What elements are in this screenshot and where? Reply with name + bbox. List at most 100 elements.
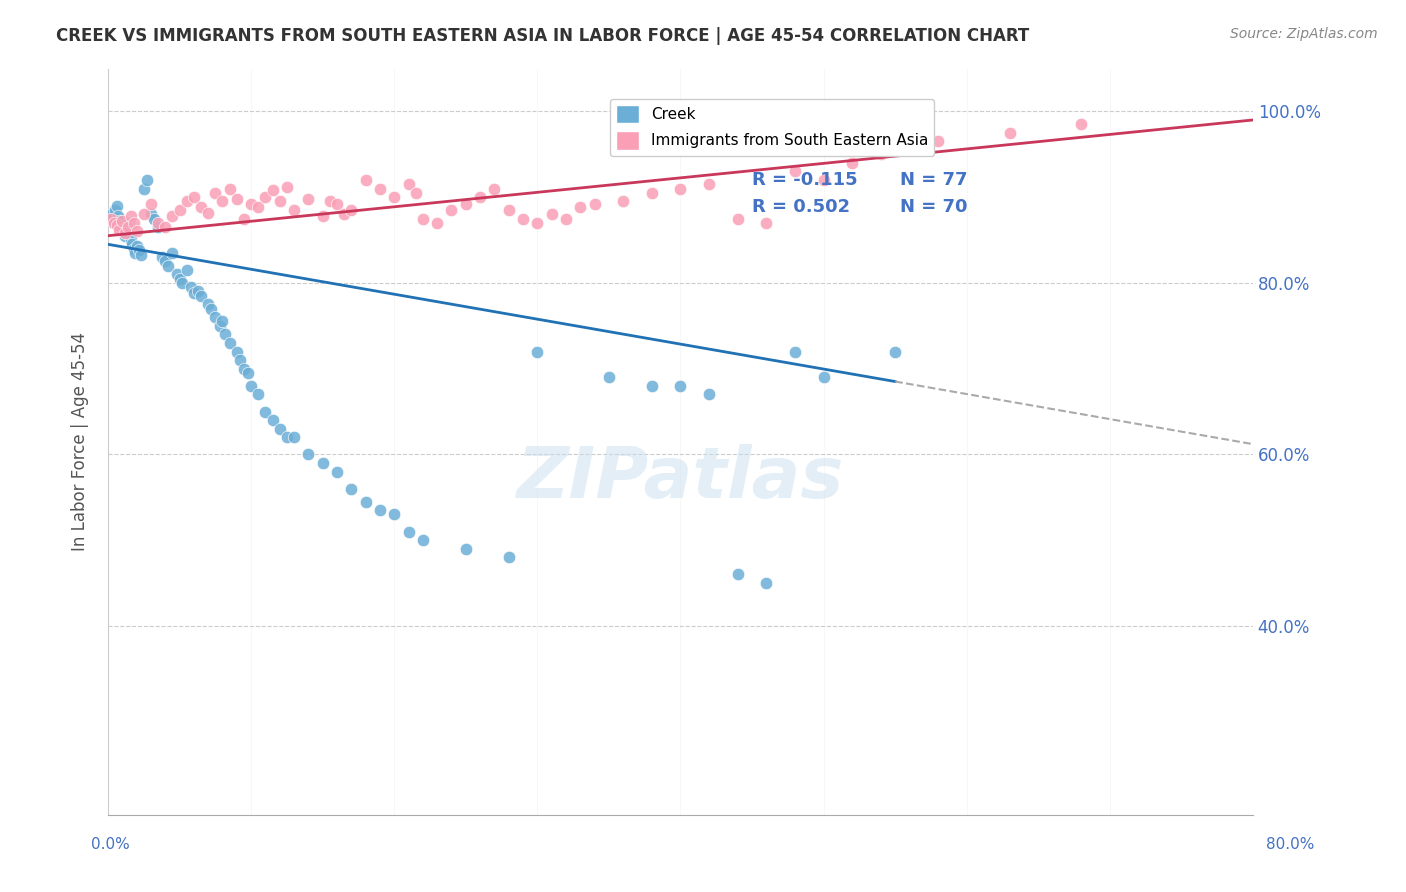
Point	[114, 228, 136, 243]
Point	[884, 344, 907, 359]
Point	[612, 194, 634, 209]
Point	[454, 541, 477, 556]
Point	[208, 318, 231, 333]
Point	[214, 327, 236, 342]
Point	[218, 181, 240, 195]
Point	[468, 190, 491, 204]
Point	[103, 216, 125, 230]
Point	[319, 194, 342, 209]
Point	[276, 430, 298, 444]
Point	[240, 197, 263, 211]
Point	[139, 207, 162, 221]
Point	[146, 220, 169, 235]
Text: R = 0.502: R = 0.502	[752, 198, 851, 216]
Point	[311, 456, 333, 470]
Point	[225, 344, 247, 359]
Point	[211, 194, 233, 209]
Point	[228, 353, 250, 368]
Point	[498, 550, 520, 565]
Point	[276, 179, 298, 194]
Point	[326, 465, 349, 479]
Point	[169, 202, 191, 217]
Point	[105, 218, 128, 232]
Point	[555, 211, 578, 226]
Point	[118, 216, 141, 230]
Point	[115, 223, 138, 237]
Point	[869, 147, 891, 161]
Point	[368, 503, 391, 517]
Point	[132, 181, 155, 195]
Point	[204, 310, 226, 325]
Text: CREEK VS IMMIGRANTS FROM SOUTH EASTERN ASIA IN LABOR FORCE | AGE 45-54 CORRELATI: CREEK VS IMMIGRANTS FROM SOUTH EASTERN A…	[56, 27, 1029, 45]
Legend: Creek, Immigrants from South Eastern Asia: Creek, Immigrants from South Eastern Asi…	[610, 98, 935, 156]
Point	[440, 202, 463, 217]
Point	[898, 138, 921, 153]
Point	[117, 226, 139, 240]
Point	[139, 197, 162, 211]
Point	[254, 404, 277, 418]
Point	[211, 314, 233, 328]
Point	[150, 250, 173, 264]
Point	[111, 214, 134, 228]
Point	[110, 220, 132, 235]
Point	[569, 201, 592, 215]
Text: R = -0.115: R = -0.115	[752, 171, 858, 189]
Point	[354, 173, 377, 187]
Point	[125, 224, 148, 238]
Point	[755, 576, 778, 591]
Point	[297, 447, 319, 461]
Point	[172, 276, 194, 290]
Point	[269, 194, 291, 209]
Point	[669, 379, 692, 393]
Point	[162, 209, 184, 223]
Point	[340, 482, 363, 496]
Point	[247, 387, 270, 401]
Point	[176, 263, 198, 277]
Point	[540, 207, 562, 221]
Point	[155, 220, 177, 235]
Point	[641, 379, 664, 393]
Point	[238, 366, 260, 380]
Point	[107, 209, 129, 223]
Text: N = 70: N = 70	[900, 198, 967, 216]
Point	[254, 190, 277, 204]
Point	[111, 218, 134, 232]
Point	[187, 285, 209, 299]
Point	[169, 271, 191, 285]
Point	[368, 181, 391, 195]
Point	[157, 259, 180, 273]
Point	[669, 181, 692, 195]
Point	[155, 254, 177, 268]
Point	[512, 211, 534, 226]
Point	[183, 286, 205, 301]
Point	[340, 202, 363, 217]
Point	[311, 209, 333, 223]
Point	[326, 197, 349, 211]
Point	[146, 216, 169, 230]
Point	[103, 216, 125, 230]
Point	[269, 422, 291, 436]
Point	[283, 202, 305, 217]
Point	[105, 199, 128, 213]
Point	[122, 216, 145, 230]
Point	[218, 335, 240, 350]
Point	[354, 494, 377, 508]
Point	[727, 567, 749, 582]
Point	[598, 370, 620, 384]
Point	[121, 237, 143, 252]
Point	[112, 224, 135, 238]
Point	[426, 216, 449, 230]
Point	[101, 207, 124, 221]
Point	[283, 430, 305, 444]
Point	[232, 361, 254, 376]
Point	[813, 370, 835, 384]
Point	[405, 186, 427, 200]
Point	[398, 524, 420, 539]
Point	[297, 192, 319, 206]
Point	[125, 239, 148, 253]
Point	[180, 280, 202, 294]
Point	[262, 183, 284, 197]
Point	[927, 135, 949, 149]
Point	[1070, 117, 1092, 131]
Point	[124, 246, 146, 260]
